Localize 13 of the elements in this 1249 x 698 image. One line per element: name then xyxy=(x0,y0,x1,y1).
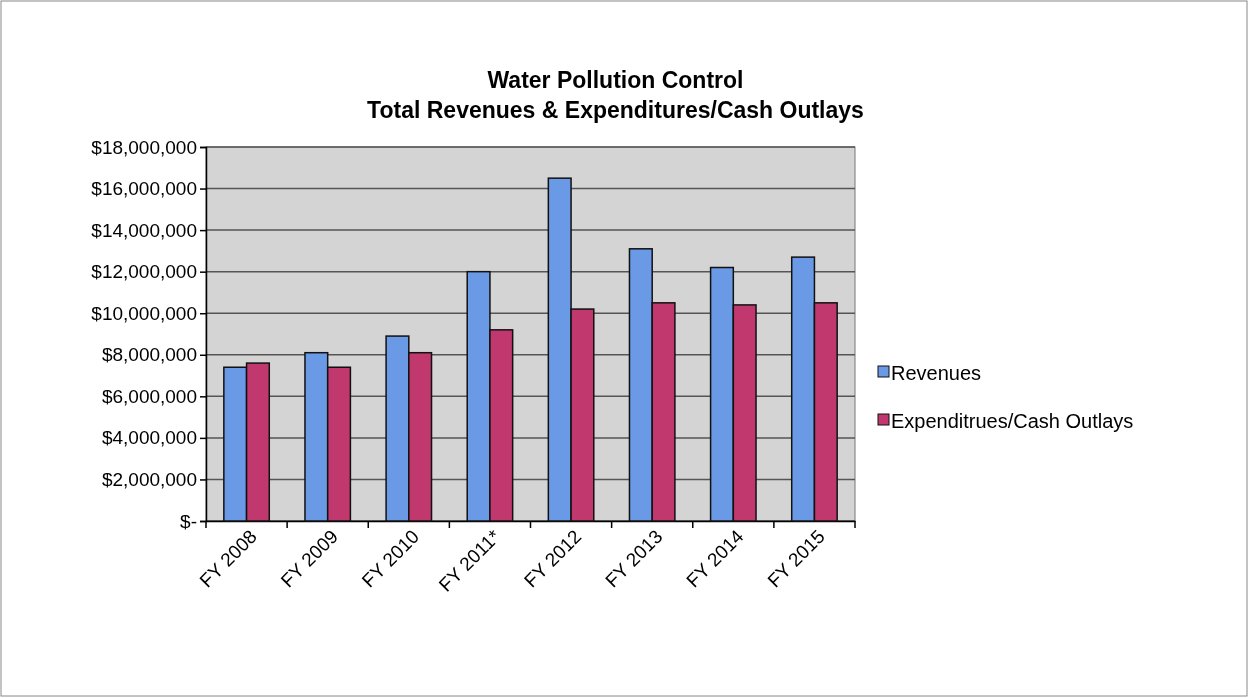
y-tick-label: $10,000,000 xyxy=(91,302,197,324)
y-tick-label: $14,000,000 xyxy=(91,219,197,241)
y-tick-label: $4,000,000 xyxy=(101,427,197,449)
legend-label: Expenditrues/Cash Outlays xyxy=(891,410,1134,432)
legend-label: Revenues xyxy=(891,362,982,384)
y-tick-label: $18,000,000 xyxy=(91,136,197,158)
y-tick-label: $8,000,000 xyxy=(101,344,197,366)
y-tick-label: $6,000,000 xyxy=(101,385,197,407)
chart-title: Water Pollution Control Total Revenues & Expenditures/Cash Outlays xyxy=(367,67,864,123)
y-tick-label: $2,000,000 xyxy=(101,469,197,491)
y-tick-label: $16,000,000 xyxy=(91,178,197,200)
y-tick-label: $12,000,000 xyxy=(91,261,197,283)
y-tick-label: $- xyxy=(180,510,197,532)
